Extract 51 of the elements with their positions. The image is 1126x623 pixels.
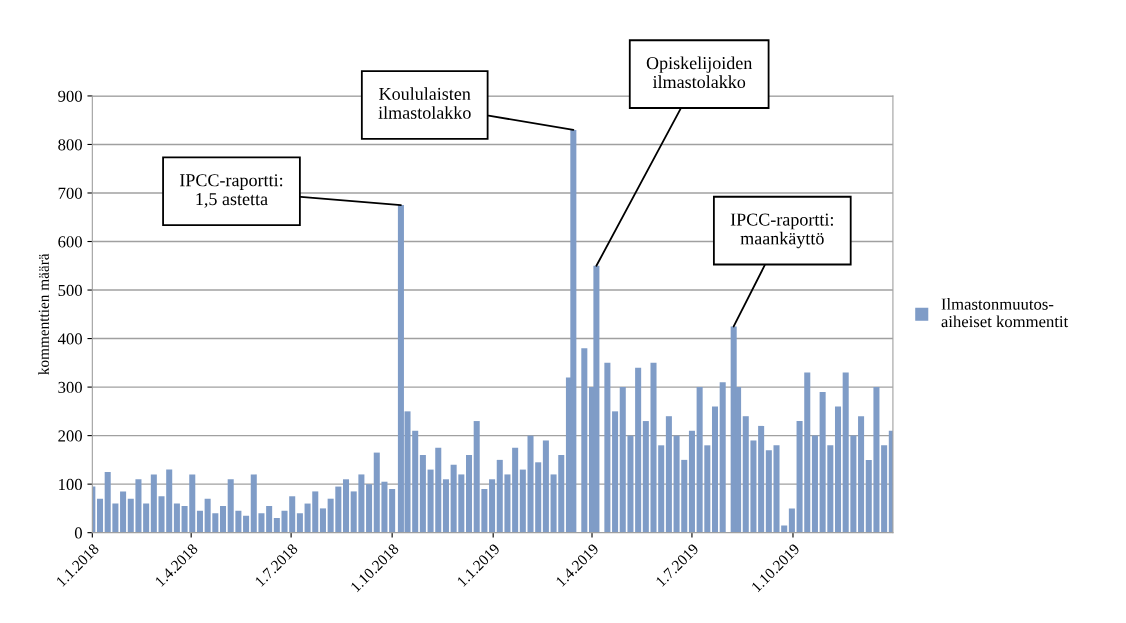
bar (604, 362, 611, 533)
bar (489, 479, 496, 533)
annotation: IPCC-raportti: 1,5 astetta (179, 174, 283, 208)
bar (719, 382, 726, 533)
bar (570, 129, 577, 533)
bar (665, 416, 672, 533)
annotation: IPCC-raportti: maankäyttö (730, 213, 833, 249)
bar (120, 491, 127, 533)
y-tick-label: 800 (58, 139, 82, 151)
y-tick-label: 300 (58, 381, 82, 394)
annotation: Koululaisten ilmastolakko (378, 87, 471, 119)
bar (788, 508, 795, 533)
bar (711, 406, 719, 533)
bar (266, 505, 273, 533)
bar (581, 348, 588, 533)
y-tick-label: 0 (74, 527, 82, 539)
y-tick-label: 100 (59, 478, 82, 491)
bar (542, 440, 549, 533)
y-tick-label: 500 (58, 284, 82, 296)
bar (173, 503, 180, 533)
bar (465, 455, 473, 533)
bar (319, 508, 326, 533)
bar (612, 411, 619, 533)
bar (688, 430, 695, 533)
y-axis-title: kommenttien määrä (38, 253, 49, 375)
y-tick-label: 400 (57, 333, 82, 345)
bar (593, 265, 600, 533)
bar (296, 513, 303, 533)
y-tick-label: 600 (58, 236, 82, 248)
annotation: Opiskelijoiden ilmastolakko (646, 56, 753, 89)
bar (758, 425, 765, 533)
bar (366, 484, 373, 533)
bar (196, 510, 203, 533)
y-tick-label: 200 (58, 430, 82, 442)
y-tick-label: 900 (58, 90, 82, 102)
bar (97, 498, 104, 533)
bar (419, 455, 426, 533)
y-tick-label: 700 (58, 187, 82, 199)
bar (389, 488, 396, 533)
bar (243, 515, 250, 533)
bar (220, 505, 227, 533)
bar (143, 503, 150, 533)
bar (442, 479, 449, 533)
bar (811, 435, 818, 533)
bar (834, 406, 842, 533)
bar (512, 447, 519, 533)
bar (635, 367, 642, 533)
bar (858, 416, 865, 533)
legend-label: Ilmastonmuutos- aiheiset kommentit (941, 298, 1069, 328)
bar (343, 479, 350, 533)
bar (881, 445, 888, 533)
